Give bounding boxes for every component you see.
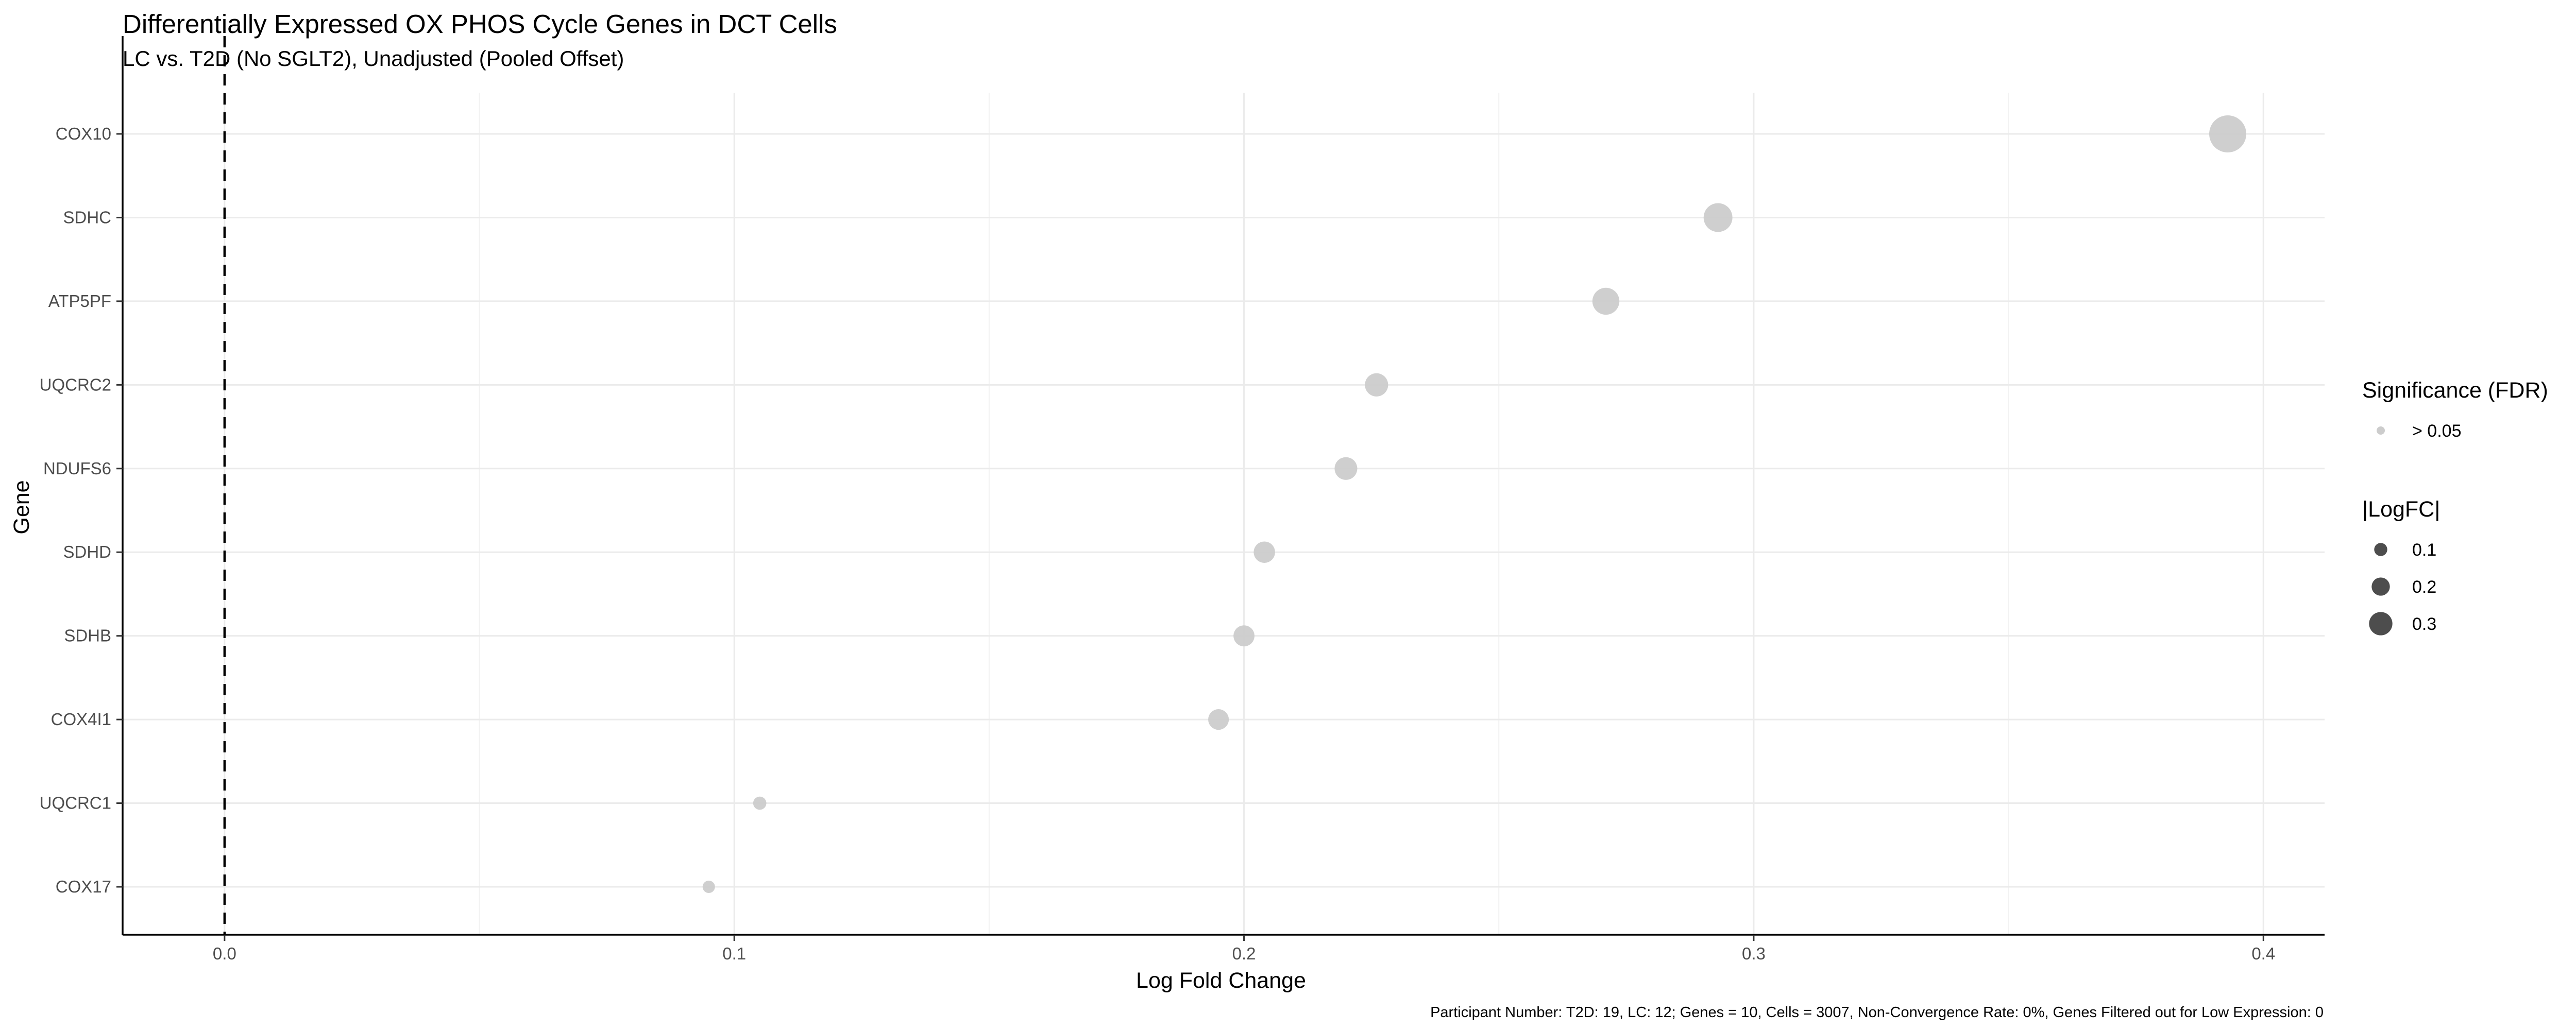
y-tick-label: COX4I1 bbox=[51, 710, 111, 729]
x-tick-labels: 0.0 0.1 0.2 0.3 0.4 bbox=[213, 944, 2275, 963]
chart-subtitle: LC vs. T2D (No SGLT2), Unadjusted (Poole… bbox=[123, 46, 624, 71]
y-tick-label: COX10 bbox=[56, 124, 111, 143]
data-points bbox=[702, 115, 2247, 893]
y-tick-labels: COX10 SDHC ATP5PF UQCRC2 NDUFS6 SDHD SDHB COX4I… bbox=[40, 124, 111, 896]
legend-key-logfc bbox=[2374, 543, 2387, 556]
legend-label-logfc: 0.2 bbox=[2412, 577, 2436, 597]
legend-key-logfc bbox=[2369, 612, 2393, 636]
y-tick-label: NDUFS6 bbox=[43, 459, 111, 478]
y-tick-label: SDHC bbox=[63, 208, 111, 227]
y-tick-label: SDHD bbox=[63, 542, 111, 561]
legend-label-logfc: 0.1 bbox=[2412, 540, 2436, 560]
data-point bbox=[1253, 541, 1275, 563]
x-tick-label: 0.4 bbox=[2251, 944, 2275, 963]
data-point bbox=[1233, 625, 1255, 647]
legend-title-logfc: |LogFC| bbox=[2362, 497, 2440, 522]
data-point bbox=[2209, 115, 2247, 152]
x-tick-label: 0.2 bbox=[1232, 944, 1256, 963]
data-point bbox=[1703, 203, 1733, 232]
y-tick-label: UQCRC2 bbox=[40, 375, 111, 394]
x-tick-label: 0.0 bbox=[213, 944, 236, 963]
legend-label-significance: > 0.05 bbox=[2412, 421, 2461, 441]
data-point bbox=[1365, 373, 1388, 397]
data-point bbox=[1334, 457, 1358, 480]
data-point bbox=[1592, 287, 1620, 315]
chart-caption: Participant Number: T2D: 19, LC: 12; Gen… bbox=[1430, 1004, 2324, 1021]
legend-key-logfc bbox=[2371, 577, 2390, 596]
y-tick-label: SDHB bbox=[64, 626, 111, 645]
chart-title: Differentially Expressed OX PHOS Cycle G… bbox=[123, 9, 837, 39]
y-tick-label: ATP5PF bbox=[48, 291, 111, 311]
legend-label-logfc: 0.3 bbox=[2412, 614, 2436, 634]
grid bbox=[123, 93, 2325, 935]
legend: Significance (FDR) > 0.05 |LogFC| 0.1 0.2 0.3 bbox=[2362, 378, 2548, 636]
y-tick-label: COX17 bbox=[56, 877, 111, 896]
data-point bbox=[753, 796, 767, 810]
data-point bbox=[702, 881, 715, 893]
y-axis-title: Gene bbox=[9, 480, 34, 534]
legend-title-significance: Significance (FDR) bbox=[2362, 378, 2548, 403]
y-tick-label: UQCRC1 bbox=[40, 794, 111, 813]
data-point bbox=[1208, 709, 1229, 730]
legend-key-significance bbox=[2377, 426, 2385, 435]
x-axis-title: Log Fold Change bbox=[1136, 968, 1306, 993]
x-tick-label: 0.3 bbox=[1742, 944, 1766, 963]
axes bbox=[116, 36, 2325, 941]
x-tick-label: 0.1 bbox=[722, 944, 746, 963]
